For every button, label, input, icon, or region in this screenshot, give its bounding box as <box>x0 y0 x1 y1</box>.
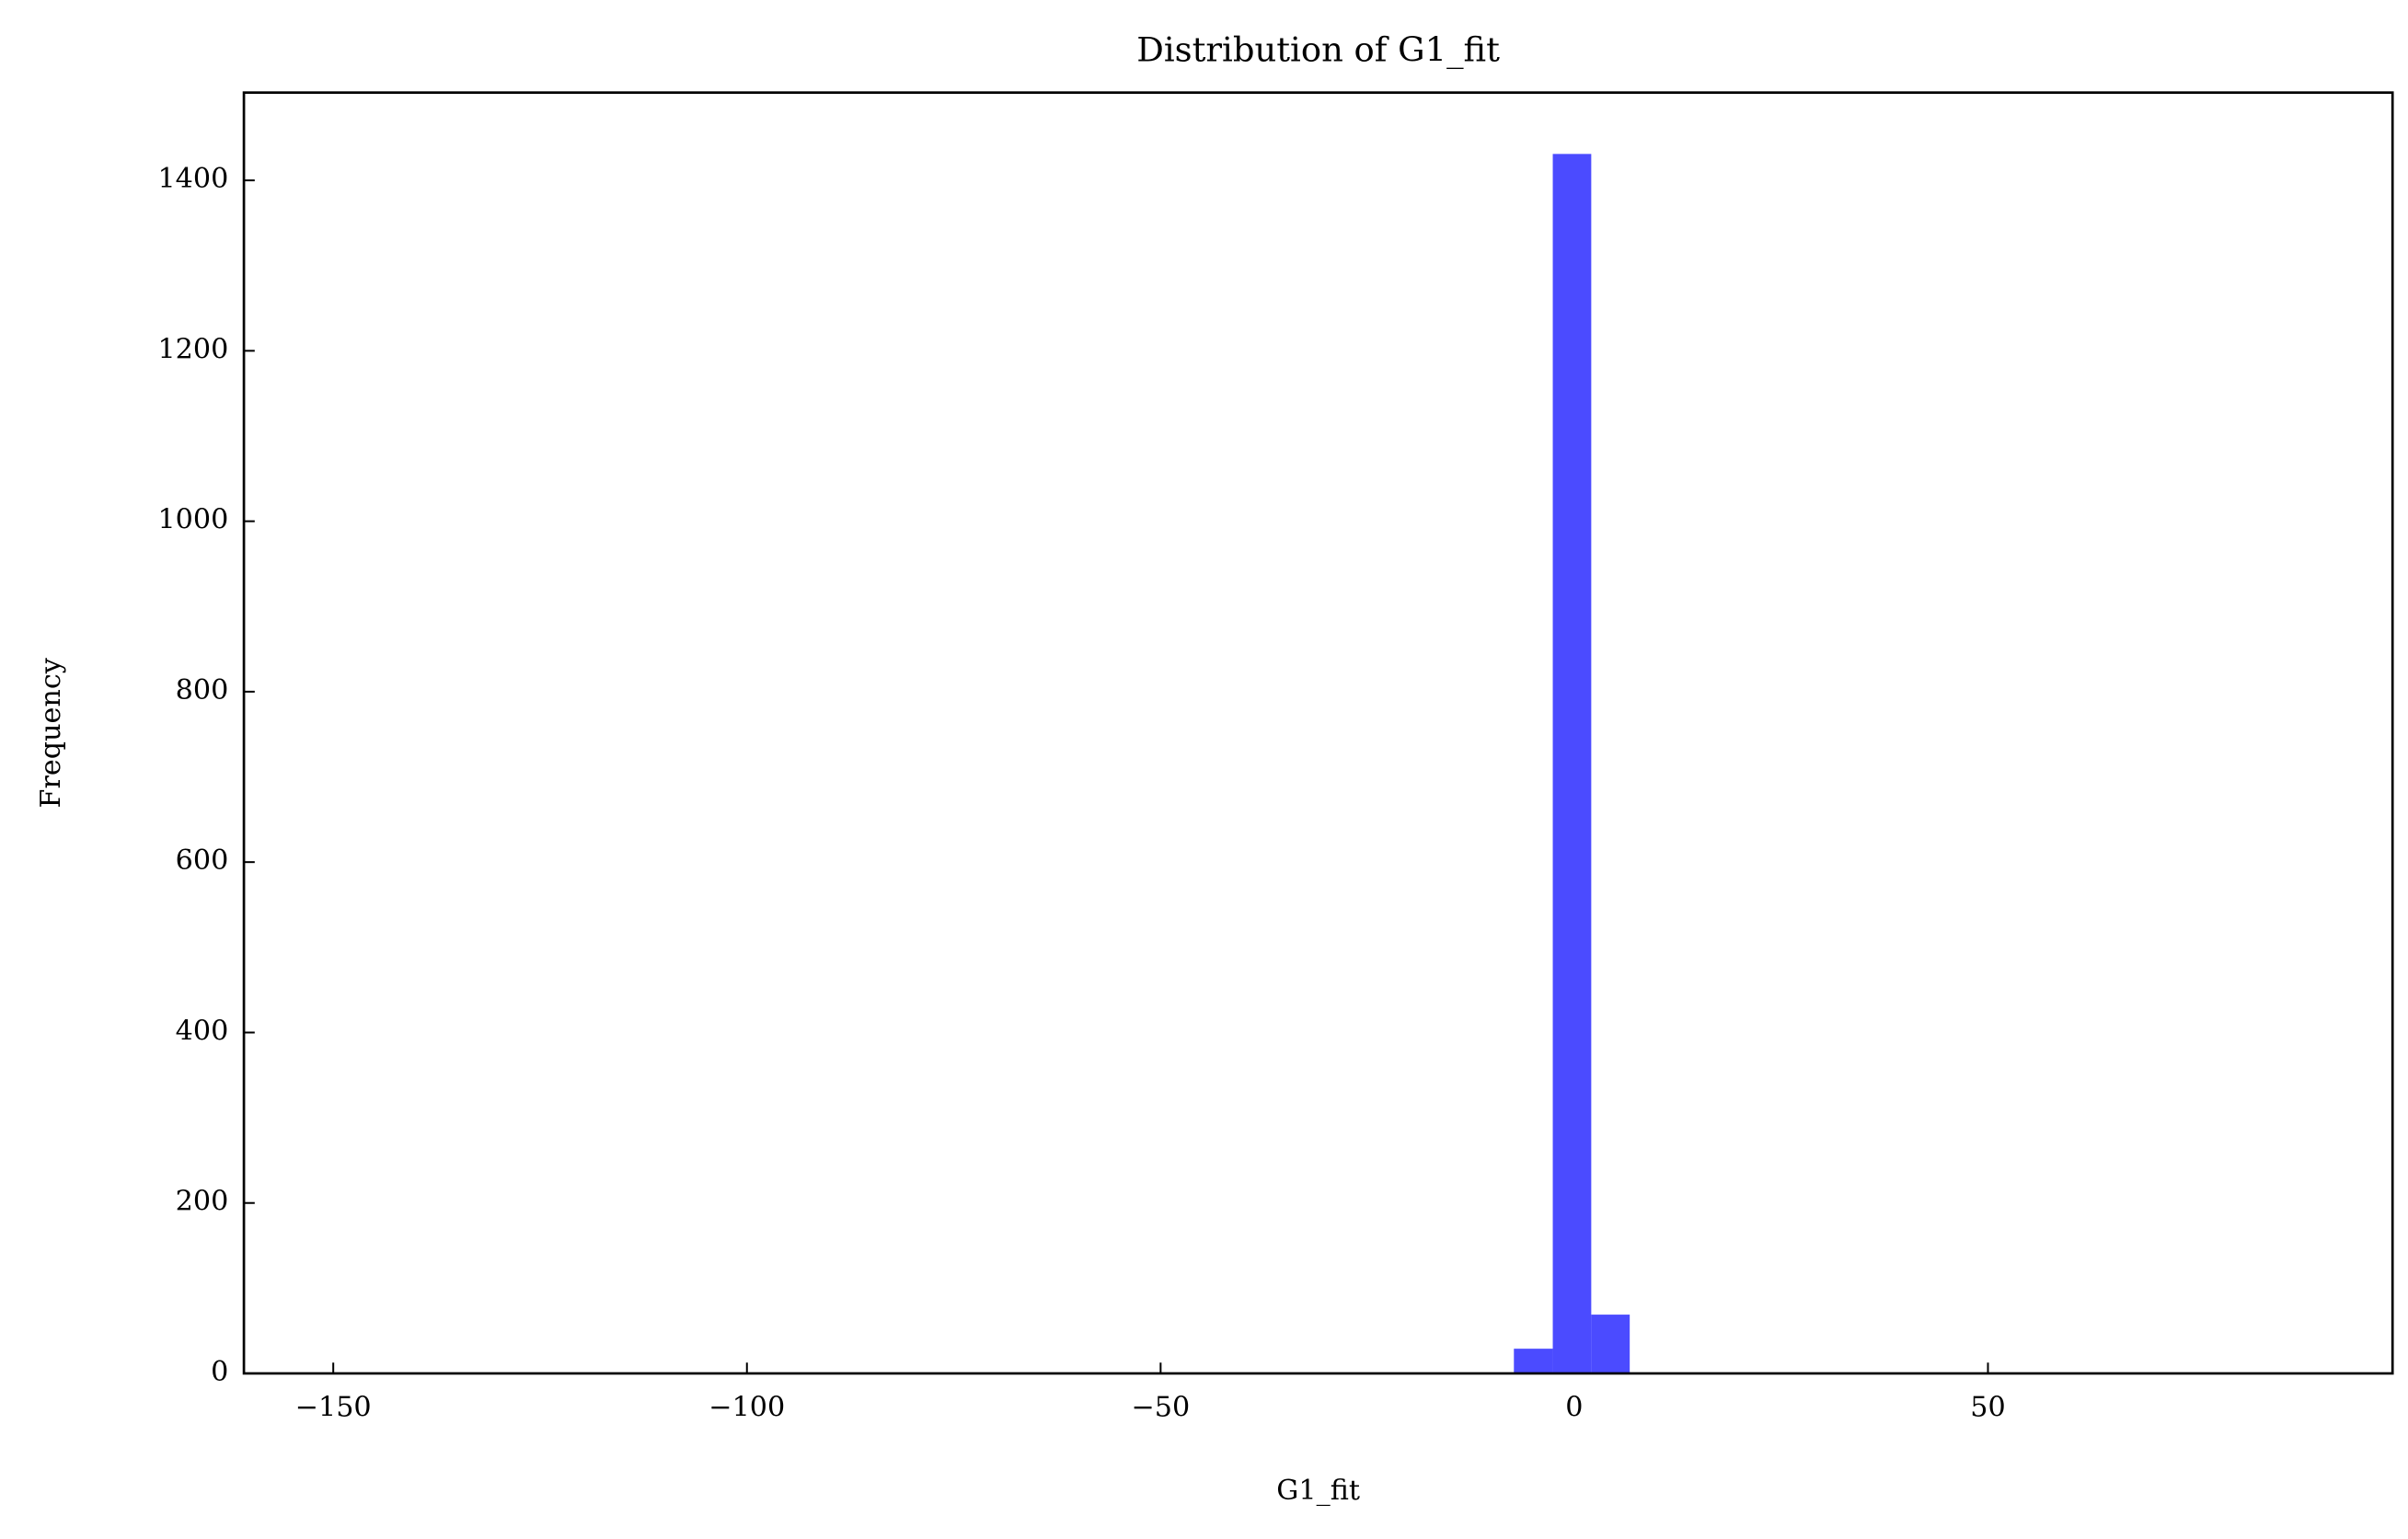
y-tick-label: 400 <box>176 1015 229 1047</box>
y-tick-label: 1400 <box>157 163 228 195</box>
x-tick-label: −50 <box>1131 1392 1190 1424</box>
y-tick-label: 1200 <box>157 333 228 365</box>
y-axis-label: Frequency <box>35 658 67 808</box>
y-tick-label: 800 <box>176 674 229 706</box>
bar <box>1591 1315 1630 1374</box>
x-tick-label: −100 <box>709 1392 785 1424</box>
x-tick-label: 0 <box>1565 1392 1583 1424</box>
chart-title: Distribution of G1_fit <box>1136 30 1500 71</box>
bar <box>1514 1349 1553 1374</box>
x-tick-label: −150 <box>295 1392 372 1424</box>
bar <box>1552 154 1592 1374</box>
y-tick-label: 1000 <box>157 504 228 536</box>
y-tick-label: 200 <box>176 1186 229 1218</box>
plot-area: 0 200 400 600 800 1000 1200 1400 −150 −100 −50 0 50 <box>157 154 2006 1424</box>
y-tick-label: 0 <box>211 1356 228 1388</box>
y-tick-label: 600 <box>176 844 229 877</box>
axes-frame <box>242 91 2394 1375</box>
x-axis-label: G1_fit <box>1276 1475 1360 1507</box>
x-tick-label: 50 <box>1970 1392 2005 1424</box>
